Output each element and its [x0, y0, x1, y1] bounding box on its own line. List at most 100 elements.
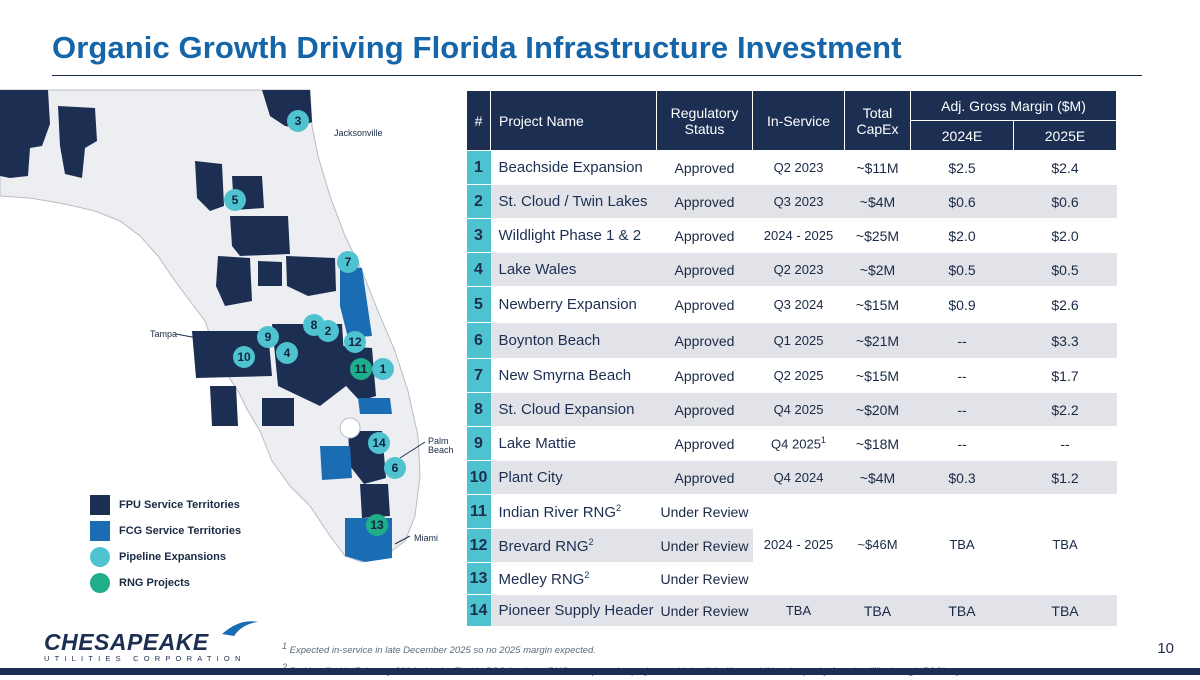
footnote-1-text: Expected in-service in late December 202… — [289, 645, 596, 657]
in-service-text: Q3 2024 — [773, 297, 824, 312]
margin-2024e: -- — [910, 392, 1014, 427]
project-name-text: Brevard RNG — [498, 537, 589, 555]
footnote-marker: 2 — [616, 502, 622, 513]
in-service-text: Q4 2025 — [773, 402, 824, 417]
regulatory-status: Approved — [656, 392, 753, 427]
project-pin-4[interactable]: 4 — [276, 342, 298, 364]
row-number-text: 3 — [474, 226, 483, 244]
margin-2024e-text: -- — [957, 367, 967, 384]
regulatory-status: Under Review — [656, 562, 753, 595]
in-service-text: Q3 2023 — [773, 194, 824, 209]
project-pin-3[interactable]: 3 — [287, 110, 309, 132]
table-row: 7 New Smyrna Beach Approved Q2 2025 ~$15M -- $… — [466, 358, 1117, 393]
project-name-text: St. Cloud / Twin Lakes — [498, 193, 648, 210]
project-pin-10[interactable]: 10 — [233, 346, 255, 368]
margin-2024e: $0.3 — [910, 460, 1014, 495]
margin-2025e: TBA — [1013, 594, 1117, 627]
logo-subtitle: UTILITIES CORPORATION — [44, 654, 246, 663]
fpu-territory-panhandle — [0, 90, 50, 178]
margin-2024e: -- — [910, 358, 1014, 393]
in-service-text: 2024 - 2025 — [763, 228, 834, 243]
footnote-2-mark: 2 — [282, 662, 287, 672]
project-pin-13[interactable]: 13 — [366, 514, 388, 536]
total-capex-text: ~$2M — [859, 261, 896, 278]
row-number-text: 1 — [474, 158, 483, 176]
legend-label: RNG Projects — [119, 577, 190, 589]
project-pin-6[interactable]: 6 — [384, 457, 406, 479]
col-header-2025e: 2025E — [1012, 120, 1118, 151]
project-pin-11[interactable]: 11 — [350, 358, 372, 380]
row-number: 5 — [466, 286, 491, 323]
project-pin-9[interactable]: 9 — [257, 326, 279, 348]
col-header-2024e: 2024E — [910, 120, 1014, 151]
margin-2024e: -- — [910, 426, 1014, 461]
row-number: 4 — [466, 252, 491, 287]
total-capex-text: ~$20M — [855, 401, 900, 418]
total-capex-text: ~$18M — [855, 435, 900, 452]
margin-2025e: $2.2 — [1013, 392, 1117, 427]
footnote-marker: 1 — [820, 435, 826, 446]
total-capex-text: ~$15M — [855, 367, 900, 384]
margin-2024e: $0.6 — [910, 184, 1014, 219]
col-header-num: # — [466, 90, 491, 151]
in-service: Q3 2024 — [752, 286, 845, 323]
row-number: 11 — [466, 494, 491, 529]
regulatory-status: Approved — [656, 322, 753, 359]
tampa-pointer — [175, 333, 209, 341]
project-pin-1[interactable]: 1 — [372, 358, 394, 380]
regulatory-status-text: Under Review — [660, 570, 749, 587]
project-pin-7[interactable]: 7 — [337, 251, 359, 273]
project-pin-14[interactable]: 14 — [368, 432, 390, 454]
project-pin-12[interactable]: 12 — [344, 331, 366, 353]
fcg-territory-volusia — [340, 266, 372, 338]
rng-group-capex-text: ~$46M — [857, 537, 898, 552]
legend-label: FPU Service Territories — [119, 499, 240, 511]
regulatory-status-text: Under Review — [660, 537, 749, 554]
table-row: 14 Pioneer Supply Header Under Review TBA TB… — [466, 594, 1117, 627]
fpu-territory-north-central — [195, 161, 224, 211]
project-name: Lake Wales — [490, 252, 657, 287]
project-pin-5[interactable]: 5 — [224, 189, 246, 211]
margin-2025e: $2.0 — [1013, 218, 1117, 253]
project-name-text: Beachside Expansion — [498, 159, 643, 176]
miami-pointer — [394, 535, 411, 545]
page-title: Organic Growth Driving Florida Infrastru… — [52, 30, 902, 65]
table-row: 1 Beachside Expansion Approved Q2 2023 ~$11M… — [466, 150, 1117, 185]
total-capex-text: ~$4M — [859, 469, 896, 486]
in-service-text: Q2 2025 — [773, 368, 824, 383]
in-service: Q4 20251 — [752, 426, 845, 461]
row-number: 7 — [466, 358, 491, 393]
margin-2024e-text: TBA — [948, 602, 976, 619]
row-number-text: 14 — [469, 601, 488, 619]
in-service: Q3 2023 — [752, 184, 845, 219]
row-number: 12 — [466, 528, 491, 563]
margin-2025e-text: $0.6 — [1051, 193, 1079, 210]
in-service: TBA — [752, 594, 845, 627]
row-number-text: 6 — [474, 331, 483, 349]
row-number: 13 — [466, 562, 491, 595]
table-row: 10 Plant City Approved Q4 2024 ~$4M $0.3 $1.2 — [466, 460, 1117, 495]
fpu-territory-polk — [192, 331, 272, 378]
project-name: St. Cloud Expansion — [490, 392, 657, 427]
regulatory-status-text: Approved — [674, 296, 735, 313]
in-service-text: Q4 2025 — [771, 436, 821, 452]
project-name: St. Cloud / Twin Lakes — [490, 184, 657, 219]
fpu-territory-marion — [230, 216, 290, 256]
fpu-territory-highlands — [262, 398, 294, 426]
margin-2024e: $2.0 — [910, 218, 1014, 253]
project-name: Lake Mattie — [490, 426, 657, 461]
table-row: 3 Wildlight Phase 1 & 2 Approved 2024 - 202… — [466, 218, 1117, 253]
project-pin-2[interactable]: 2 — [317, 320, 339, 342]
project-name: Wildlight Phase 1 & 2 — [490, 218, 657, 253]
row-number: 9 — [466, 426, 491, 461]
row-number: 1 — [466, 150, 491, 185]
total-capex: ~$15M — [844, 286, 911, 323]
bottom-bar — [0, 668, 1200, 675]
col-header-capex: Total CapEx — [844, 90, 911, 151]
margin-2024e-text: $2.5 — [948, 159, 976, 176]
regulatory-status: Under Review — [656, 528, 753, 563]
regulatory-status: Approved — [656, 460, 753, 495]
regulatory-status: Approved — [656, 358, 753, 393]
margin-2025e: $3.3 — [1013, 322, 1117, 359]
footnote-1-mark: 1 — [282, 641, 288, 651]
